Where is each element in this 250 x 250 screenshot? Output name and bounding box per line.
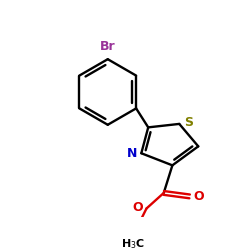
Text: Br: Br: [100, 40, 116, 53]
Text: H$_3$C: H$_3$C: [121, 237, 145, 250]
Text: N: N: [127, 147, 137, 160]
Text: S: S: [184, 116, 194, 129]
Text: O: O: [193, 190, 204, 203]
Text: O: O: [132, 201, 143, 214]
